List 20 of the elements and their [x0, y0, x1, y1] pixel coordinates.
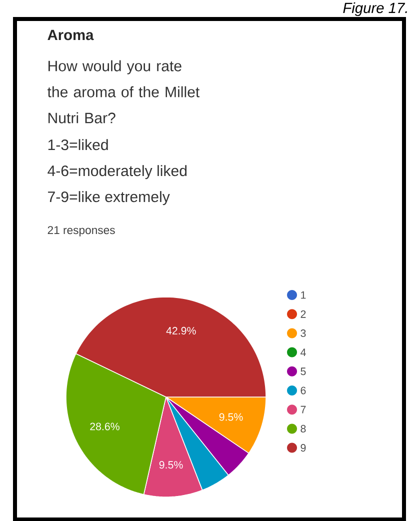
legend-label: 7 — [300, 406, 306, 414]
caption: Figure 17. — [343, 2, 407, 16]
legend-label: 8 — [300, 424, 306, 432]
data-label: 9.5% — [159, 461, 183, 469]
data-label: 9.5% — [219, 413, 243, 421]
legend-label: 2 — [300, 310, 306, 318]
text: 21 responses — [48, 226, 115, 236]
chart-title: Aroma — [48, 30, 94, 40]
legend-label: 4 — [300, 348, 306, 356]
legend-label: 5 — [300, 368, 306, 376]
legend-label: 3 — [300, 329, 306, 337]
text: 1-3=liked — [48, 139, 108, 150]
text: 7-9=like extremely — [48, 191, 170, 206]
legend-label: 9 — [300, 444, 306, 452]
data-label: 42.9% — [166, 326, 196, 334]
data-label: 28.6% — [90, 422, 120, 430]
text: 4-6=moderately liked — [48, 165, 187, 180]
chart-subtitle: How would you rate the aroma of the Millet Nutri Bar? — [47, 60, 200, 124]
legend-label: 1 — [301, 291, 306, 299]
legend-label: 6 — [300, 386, 306, 394]
